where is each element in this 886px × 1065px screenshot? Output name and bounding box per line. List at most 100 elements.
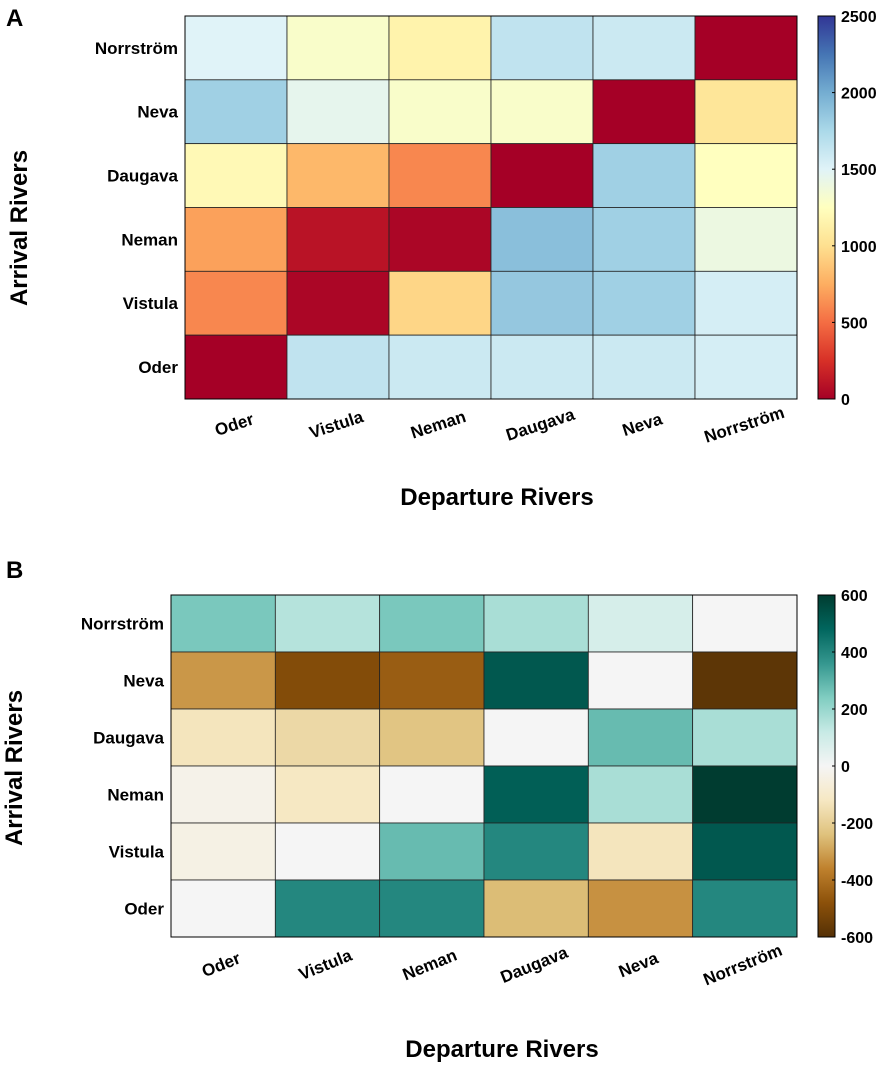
panel-b-cell-oder-neva xyxy=(587,879,694,938)
panel-b-cell-vistula-vistula xyxy=(274,822,381,881)
panel-a-cell-neman-neva xyxy=(592,207,696,272)
panel-a-cell-vistula-oder xyxy=(184,270,288,336)
panel-b-cell-neman-oder xyxy=(170,765,276,824)
panel-b-cell-neman-neva xyxy=(587,765,694,824)
panel-a-cell-oder-neva xyxy=(592,334,696,400)
panel-a-cell-daugava-vistula xyxy=(286,143,390,208)
panel-a-cell-neman-norrström xyxy=(694,207,798,272)
panel-b-plot-frame xyxy=(170,594,798,938)
panel-a-cell-neva-oder xyxy=(184,79,288,145)
panel-a-cell-vistula-vistula xyxy=(286,270,390,336)
panel-a-cell-vistula-norrström xyxy=(694,270,798,336)
panel-a-x-tick: Neva xyxy=(620,409,665,440)
panel-a-cell-norrström-neva xyxy=(592,15,696,81)
panel-a-y-tick: Neva xyxy=(137,103,178,122)
panel-b-x-tick: Oder xyxy=(199,949,243,982)
panel-a-y-tick: Oder xyxy=(138,358,178,377)
panel-a-x-tick: Norrström xyxy=(702,403,787,447)
panel-a-cell-norrström-daugava xyxy=(490,15,594,81)
panel-b-y-axis-label: Arrival Rivers xyxy=(1,690,28,846)
panel-b-x-tick: Vistula xyxy=(296,946,355,985)
panel-a-y-tick-labels: Norrström Neva Daugava Neman Vistula Oder xyxy=(95,39,179,377)
panel-a-colorbar-tick-label: 0 xyxy=(841,392,850,409)
panel-b-colorbar-tick-label: 400 xyxy=(841,645,868,662)
panel-b-cell-vistula-neman xyxy=(379,822,485,881)
panel-b-cell-vistula-norrström xyxy=(692,822,798,881)
panel-a-letter: A xyxy=(6,5,23,32)
panel-a-x-axis-label: Departure Rivers xyxy=(400,484,593,511)
panel-b-y-tick: Neva xyxy=(123,672,164,691)
panel-a-cell-oder-vistula xyxy=(286,334,390,400)
panel-b-cell-oder-daugava xyxy=(483,879,589,938)
panel-b-y-tick: Norrström xyxy=(81,615,164,634)
panel-a-cell-neman-daugava xyxy=(490,207,594,272)
panel-b-cell-neva-daugava xyxy=(483,651,589,710)
panel-b-cell-neva-vistula xyxy=(274,651,381,710)
panel-a-cell-neman-oder xyxy=(184,207,288,272)
panel-a-cell-daugava-neva xyxy=(592,143,696,208)
panel-b-cell-neman-norrström xyxy=(692,765,798,824)
panel-a-cell-oder-daugava xyxy=(490,334,594,400)
panel-a-x-tick: Neman xyxy=(408,407,468,443)
panel-b-cell-norrström-neva xyxy=(587,594,694,653)
panel-b-colorbar-tick-label: -200 xyxy=(841,816,873,833)
panel-b-x-tick: Neva xyxy=(616,948,661,981)
panel-b-cell-neva-neman xyxy=(379,651,485,710)
panel-a-colorbar-tick-label: 500 xyxy=(841,315,868,332)
panel-b-cell-neva-norrström xyxy=(692,651,798,710)
panel-b-x-tick-labels: Oder Vistula Neman Daugava Neva Norrström xyxy=(199,941,785,990)
panel-a-colorbar-tick-label: 1000 xyxy=(841,239,877,256)
panel-a-cell-neva-neva xyxy=(592,79,696,145)
panel-a-x-tick: Vistula xyxy=(307,407,366,442)
panel-a-x-tick: Oder xyxy=(212,409,256,439)
panel-a-y-tick: Vistula xyxy=(123,294,179,313)
panel-b-cell-daugava-neman xyxy=(379,708,485,767)
panel-a-cell-vistula-neman xyxy=(388,270,492,336)
panel-a-x-tick-labels: Oder Vistula Neman Daugava Neva Norrström xyxy=(212,403,786,447)
panel-b-colorbar-ticks: 600 400 200 0 -200 -400 -600 xyxy=(832,588,873,947)
panel-a-cell-daugava-oder xyxy=(184,143,288,208)
panel-b-colorbar-tick-label: 200 xyxy=(841,702,868,719)
panel-a-plot-frame xyxy=(184,15,798,400)
panel-b-y-tick-labels: Norrström Neva Daugava Neman Vistula Oder xyxy=(81,615,165,919)
panel-a-cell-norrström-vistula xyxy=(286,15,390,81)
panel-b-cell-norrström-vistula xyxy=(274,594,381,653)
panel-b-colorbar-tick-label: 600 xyxy=(841,588,868,605)
panel-a-cell-neva-daugava xyxy=(490,79,594,145)
panel-b-cell-neman-neman xyxy=(379,765,485,824)
panel-b-x-tick: Norrström xyxy=(701,941,785,990)
panel-a-y-axis-label: Arrival Rivers xyxy=(6,150,33,306)
panel-b-x-tick: Daugava xyxy=(498,943,571,987)
panel-b-x-axis-label: Departure Rivers xyxy=(405,1036,598,1063)
panel-b-cell-daugava-oder xyxy=(170,708,276,767)
panel-b-cell-norrström-oder xyxy=(170,594,276,653)
panel-a-cell-daugava-neman xyxy=(388,143,492,208)
panel-b-cell-norrström-daugava xyxy=(483,594,589,653)
panel-a-cell-neva-vistula xyxy=(286,79,390,145)
panel-b: B Norrström Neva Daugava Neman Vistula Oder O… xyxy=(1,557,873,1063)
panel-b-colorbar-tick-label: 0 xyxy=(841,759,850,776)
panel-b-x-tick: Neman xyxy=(400,945,460,984)
panel-b-cell-oder-vistula xyxy=(274,879,381,938)
panel-a-colorbar-tick-label: 2000 xyxy=(841,86,877,103)
panel-b-cell-daugava-neva xyxy=(587,708,694,767)
panel-a-cell-norrström-oder xyxy=(184,15,288,81)
panel-a-cell-oder-norrström xyxy=(694,334,798,400)
panel-b-cell-daugava-norrström xyxy=(692,708,798,767)
panel-a-cell-oder-oder xyxy=(184,334,288,400)
panel-a-cell-neva-norrström xyxy=(694,79,798,145)
panel-a-cell-neva-neman xyxy=(388,79,492,145)
panel-a-cells xyxy=(184,15,798,400)
panel-b-cell-daugava-vistula xyxy=(274,708,381,767)
panel-a: A Norrström Neva Daugava Neman Vistula Oder O… xyxy=(6,5,877,511)
panel-a-cell-norrström-norrström xyxy=(694,15,798,81)
panel-b-y-tick: Vistula xyxy=(109,843,165,862)
panel-b-colorbar-tick-label: -600 xyxy=(841,930,873,947)
panel-b-cell-neva-neva xyxy=(587,651,694,710)
panel-a-cell-oder-neman xyxy=(388,334,492,400)
panel-b-cell-norrström-neman xyxy=(379,594,485,653)
panel-a-cell-daugava-norrström xyxy=(694,143,798,208)
panel-b-cell-oder-neman xyxy=(379,879,485,938)
panel-a-y-tick: Norrström xyxy=(95,39,178,58)
